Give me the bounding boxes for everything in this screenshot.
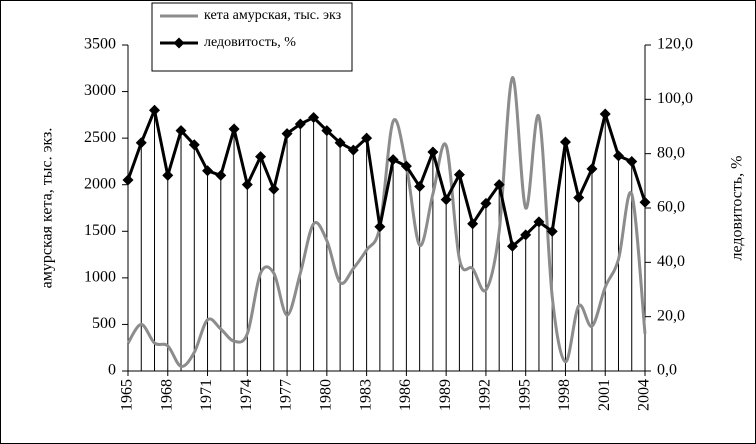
y-tick-label: 1000 xyxy=(84,269,116,286)
y2-tick-label: 0,0 xyxy=(657,362,677,379)
legend-box xyxy=(151,2,353,72)
marker xyxy=(361,132,373,144)
marker xyxy=(506,240,518,252)
x-tick-label: 1971 xyxy=(198,379,215,411)
marker xyxy=(586,163,598,175)
x-tick-label: 1977 xyxy=(278,379,295,411)
marker xyxy=(520,229,532,241)
marker xyxy=(493,179,505,191)
x-tick-label: 1968 xyxy=(158,379,175,411)
y-tick-label: 0 xyxy=(108,362,116,379)
marker xyxy=(533,216,545,228)
marker xyxy=(162,169,174,181)
marker xyxy=(467,218,479,230)
x-tick-label: 2004 xyxy=(636,379,653,411)
marker xyxy=(347,144,359,156)
marker xyxy=(453,169,465,181)
y2-tick-label: 120,0 xyxy=(657,36,693,53)
y-tick-label: 1500 xyxy=(84,222,116,239)
marker xyxy=(268,183,280,195)
marker xyxy=(202,165,214,177)
x-tick-label: 1983 xyxy=(357,379,374,411)
y2-tick-label: 100,0 xyxy=(657,90,693,107)
x-tick-label: 1974 xyxy=(238,379,255,411)
y2-tick-label: 40,0 xyxy=(657,253,685,270)
marker xyxy=(149,104,161,116)
marker xyxy=(215,169,227,181)
legend-label: ледовитость, % xyxy=(204,35,296,50)
x-tick-label: 1992 xyxy=(477,379,494,411)
marker xyxy=(294,118,306,130)
marker xyxy=(188,139,200,151)
marker xyxy=(626,156,638,168)
marker xyxy=(241,179,253,191)
legend-marker xyxy=(173,37,185,49)
x-tick-label: 1989 xyxy=(437,379,454,411)
x-tick-label: 1980 xyxy=(318,379,335,411)
y-tick-label: 2500 xyxy=(84,129,116,146)
marker xyxy=(427,146,439,158)
marker xyxy=(321,125,333,137)
y2-tick-label: 60,0 xyxy=(657,199,685,216)
marker xyxy=(175,125,187,137)
y2-axis-label: ледовитость, % xyxy=(729,155,746,260)
marker xyxy=(480,197,492,209)
marker xyxy=(228,123,240,135)
series-line xyxy=(126,105,647,250)
marker xyxy=(573,192,585,204)
marker xyxy=(559,136,571,148)
marker xyxy=(334,137,346,149)
marker xyxy=(440,194,452,206)
marker xyxy=(400,160,412,172)
x-tick-label: 1986 xyxy=(397,379,414,411)
y-axis-label: амурская кета, тыс. экз. xyxy=(39,128,56,289)
y-tick-label: 3000 xyxy=(84,82,116,99)
marker xyxy=(281,128,293,140)
legend-label: кета амурская, тыс. экз xyxy=(204,8,342,23)
y2-tick-label: 80,0 xyxy=(657,144,685,161)
x-tick-label: 1998 xyxy=(556,379,573,411)
marker xyxy=(599,108,611,120)
marker xyxy=(387,154,399,166)
marker xyxy=(414,181,426,193)
x-tick-label: 1995 xyxy=(516,379,533,411)
y-tick-label: 2000 xyxy=(84,175,116,192)
marker xyxy=(255,151,267,163)
marker xyxy=(135,137,147,149)
y-tick-label: 3500 xyxy=(84,36,116,53)
y2-tick-label: 20,0 xyxy=(657,307,685,324)
marker xyxy=(612,150,624,162)
marker xyxy=(122,174,134,186)
marker xyxy=(374,221,386,233)
marker xyxy=(639,196,651,208)
y-tick-label: 500 xyxy=(92,315,116,332)
x-tick-label: 1965 xyxy=(119,379,136,411)
marker xyxy=(308,112,320,124)
x-tick-label: 2001 xyxy=(596,379,613,411)
marker xyxy=(546,225,558,237)
